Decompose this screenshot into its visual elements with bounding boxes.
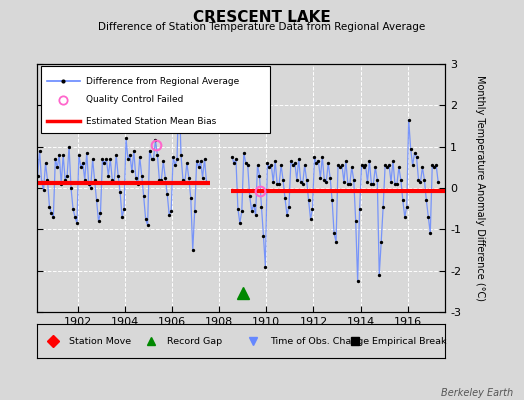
Text: Time of Obs. Change: Time of Obs. Change — [270, 336, 369, 346]
Text: Difference from Regional Average: Difference from Regional Average — [86, 77, 239, 86]
Text: Empirical Break: Empirical Break — [372, 336, 446, 346]
Text: Berkeley Earth: Berkeley Earth — [441, 388, 514, 398]
Text: Estimated Station Mean Bias: Estimated Station Mean Bias — [86, 117, 216, 126]
Y-axis label: Monthly Temperature Anomaly Difference (°C): Monthly Temperature Anomaly Difference (… — [475, 75, 485, 301]
Text: Station Move: Station Move — [69, 336, 132, 346]
Bar — [41, 66, 270, 134]
Text: Quality Control Failed: Quality Control Failed — [86, 96, 183, 104]
Text: CRESCENT LAKE: CRESCENT LAKE — [193, 10, 331, 25]
Text: Record Gap: Record Gap — [168, 336, 223, 346]
Text: Difference of Station Temperature Data from Regional Average: Difference of Station Temperature Data f… — [99, 22, 425, 32]
